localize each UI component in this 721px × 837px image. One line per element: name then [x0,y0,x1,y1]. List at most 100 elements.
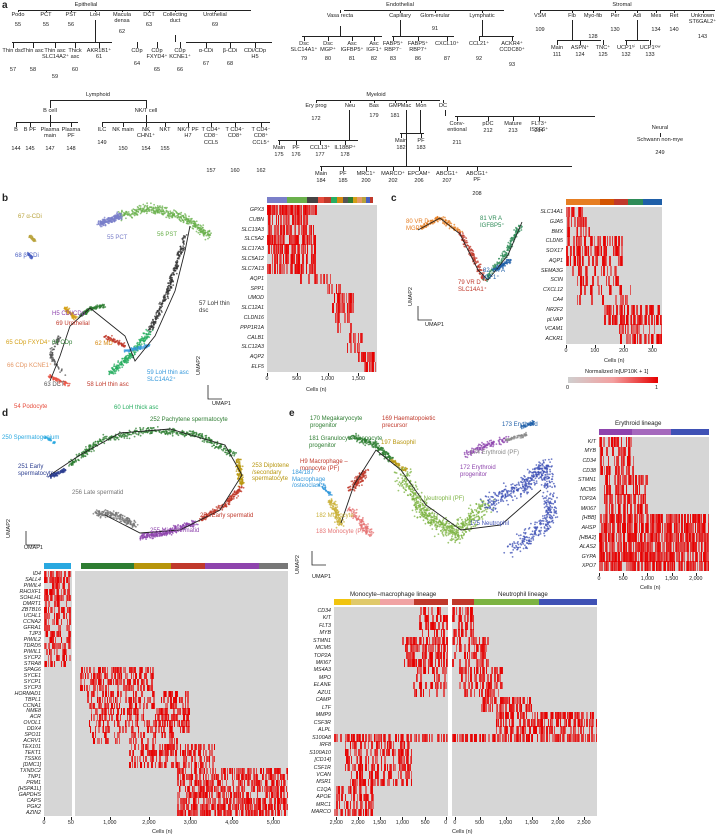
heatmap-cell [655,513,658,524]
heatmap-cell [181,798,183,805]
heatmap-cell [339,283,341,294]
heatmap-cell [188,720,190,727]
heatmap-cell [310,205,312,215]
heatmap-cell [118,732,120,739]
heatmap-cell [368,362,370,372]
heatmap-cell [424,614,426,623]
gene-label: AZIN2 [25,810,41,816]
tree-line [626,40,627,45]
heatmap-cell [139,702,141,709]
heatmap-cell [294,205,297,215]
heatmap-cell [166,750,169,757]
tree-node-number: 86 [414,56,422,62]
heatmap-cell [123,684,125,691]
heatmap-cell [294,244,297,255]
heatmap-cell [666,561,669,571]
umap-cluster-label: 253 Diplotene /secondary spermatocyte [252,463,290,483]
umap-e-yaxis-label: UMAP2 [295,555,301,574]
heatmap-cell [191,786,194,793]
heatmap-cell [684,532,687,543]
heatmap-cell [621,236,623,247]
heatmap-cell [644,475,647,486]
heatmap-cell [65,594,68,602]
heatmap-cell [636,484,638,495]
heatmap-cell [420,674,422,682]
heatmap-cell [270,205,273,215]
heatmap-cell [310,254,312,265]
heatmap-cell [86,684,88,691]
heatmap-cell [247,798,249,805]
heatmap-cell [50,588,52,596]
heatmap-cell [344,763,347,772]
heatmap-cell [427,621,430,630]
tree-line [146,100,147,108]
heatmap-cell [430,681,432,690]
tick-label: 2,000 [351,820,365,826]
heatmap-cell [282,234,285,245]
heatmap-cell [647,561,649,571]
tree-node-number: 111 [552,52,562,58]
heatmap-cell [618,484,620,495]
heatmap-cell [111,702,113,709]
gene-label: BMX [551,228,563,235]
heatmap-cell [106,678,108,685]
heatmap-cell [641,513,643,524]
heatmap-cell [80,678,82,685]
heatmap-cell [416,666,419,675]
tree-node-number: 182 [396,145,406,151]
gene-label: SPO11 [24,732,41,739]
tree-line [374,36,375,41]
heatmap-cell [570,246,573,257]
heatmap-cell [221,774,224,781]
heatmap-cell [205,780,207,787]
heatmap-cell [58,606,60,614]
tree-line [477,166,478,171]
heatmap-cell [445,614,448,623]
heatmap-cell [665,532,667,543]
heatmap-cell [653,324,656,335]
heatmap-cell [151,750,153,757]
heatmap-cell [229,798,231,805]
heatmap-cell [620,551,623,562]
heatmap-cell [152,738,154,745]
heatmap-cell [179,774,182,781]
heatmap-cell [260,780,262,787]
heatmap-cell [620,285,622,296]
tree-node-label: UCP1ˡᵒʷ [639,45,661,51]
heatmap-cell [282,774,284,781]
heatmap-cell [619,523,621,533]
heatmap-cell [239,780,242,787]
gene-label: C1QA [316,786,331,793]
nkt-label: NK/T cell [134,108,158,114]
tree-line [16,122,78,123]
colorbar-segment [134,563,171,569]
heatmap-cell [284,780,286,787]
heatmap-cell [663,561,665,571]
umap-cluster-label: 255 Mid spermatid [150,528,200,534]
umap-cluster [47,467,67,479]
heatmap-cell [104,696,106,703]
heatmap-cell [206,768,208,775]
heatmap-cell [343,303,345,314]
heatmap-cell [601,532,603,543]
tree-node-number: 109 [535,27,545,33]
heatmap-cell [635,532,637,543]
tree-node-number: 148 [66,146,76,152]
heatmap-cell [638,484,641,495]
heatmap-cell [416,644,419,652]
umap-cluster-label: 80 VR D MGP⁺ [406,219,429,232]
heatmap-cell [176,744,178,751]
tick-label: 1,000 [103,820,117,826]
heatmap-cell [648,551,651,562]
heatmap-cell [686,561,688,571]
heatmap-cell [639,334,641,344]
heatmap-cell [335,303,338,314]
heatmap-cell [137,684,140,691]
heatmap-cell [51,630,53,637]
umap-cluster [49,335,67,376]
heatmap-cell [223,768,225,775]
heatmap-cell [581,216,584,227]
heatmap-cell [158,720,160,727]
tree-line [401,133,402,138]
heatmap-cell [140,762,142,769]
